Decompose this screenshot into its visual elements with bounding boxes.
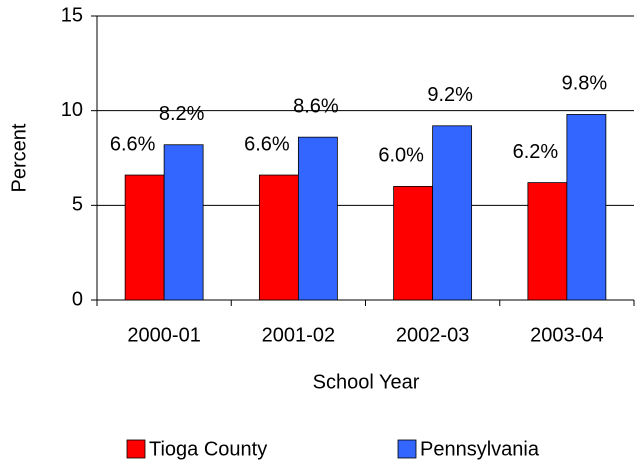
data-label: 6.6%	[244, 133, 290, 155]
x-tick-label: 2003-04	[530, 324, 603, 346]
y-tick-label: 5	[72, 194, 83, 216]
legend-label: Pennsylvania	[420, 438, 540, 460]
bar	[297, 136, 338, 301]
data-label: 8.6%	[293, 95, 339, 117]
bar	[432, 125, 473, 301]
data-label: 9.2%	[427, 84, 473, 106]
x-axis-title: School Year	[313, 371, 420, 393]
bar	[527, 182, 568, 301]
bar	[163, 144, 204, 301]
data-label: 6.2%	[513, 141, 559, 163]
bar	[258, 174, 299, 301]
data-label: 6.6%	[110, 133, 156, 155]
y-tick-label: 0	[72, 288, 83, 310]
legend-label: Tioga County	[149, 438, 267, 460]
x-tick-label: 2001-02	[262, 324, 335, 346]
x-tick-label: 2002-03	[396, 324, 469, 346]
data-label: 9.8%	[562, 73, 608, 95]
data-label: 8.2%	[159, 103, 205, 125]
data-label: 6.0%	[378, 145, 424, 167]
bar	[566, 114, 607, 301]
legend-swatch	[126, 439, 146, 459]
y-tick-label: 15	[61, 4, 83, 26]
legend-swatch	[397, 439, 417, 459]
y-axis-title: Percent	[8, 123, 30, 192]
bar	[393, 185, 434, 301]
x-tick-label: 2000-01	[127, 324, 200, 346]
bar	[124, 174, 165, 301]
y-tick-label: 10	[61, 99, 83, 121]
